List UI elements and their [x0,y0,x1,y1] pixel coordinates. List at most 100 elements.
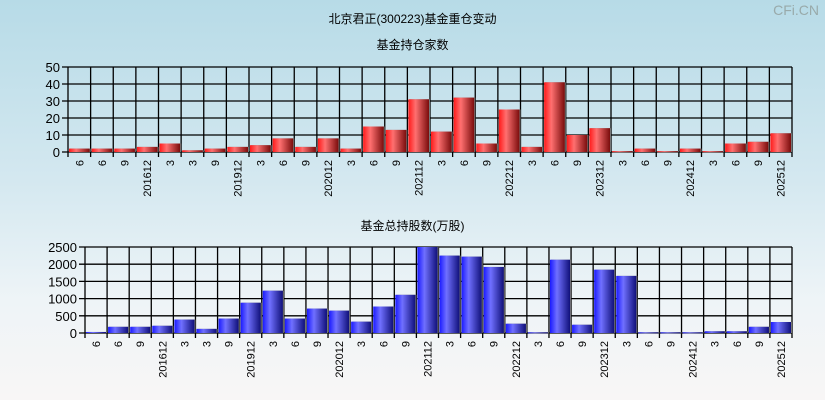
x-tick-label: 201612 [142,160,154,197]
y-tick-label: 2500 [48,240,77,255]
y-tick-label: 40 [46,77,60,92]
x-tick-label: 3 [187,160,199,166]
bar-shares [527,332,548,334]
x-tick-label: 9 [663,160,675,166]
bar-holders [679,148,701,152]
x-tick-label: 202412 [685,160,697,197]
x-tick-label: 9 [391,160,403,166]
bar-shares [726,331,747,333]
x-tick-label: 6 [643,341,655,347]
bar-holders [408,99,429,152]
x-tick-label: 3 [710,341,722,347]
bar-shares [395,294,416,333]
x-tick-label: 201912 [233,160,245,197]
x-tick-label: 9 [210,160,222,166]
bar-shares [770,321,791,333]
bar-holders [431,131,452,152]
x-tick-label: 6 [730,160,742,166]
bar-holders [544,82,565,152]
bar-shares [682,332,703,334]
bar-holders [634,148,656,152]
chart-title-shares: 基金总持股数(万股) [360,219,465,233]
x-tick-label: 9 [120,160,132,166]
x-tick-label: 3 [533,341,545,347]
y-tick-label: 500 [55,309,77,324]
bar-holders [725,143,746,152]
bar-shares [594,269,615,333]
x-tick-label: 9 [312,341,324,347]
x-tick-label: 6 [290,341,302,347]
bar-shares [660,332,681,334]
bar-holders [295,146,316,152]
x-tick-label: 9 [400,341,412,347]
x-tick-label: 3 [268,341,280,347]
x-tick-label: 201912 [246,341,258,378]
bar-shares [86,331,107,333]
bar-holders [227,146,248,152]
x-tick-label: 202312 [595,160,607,197]
x-tick-label: 9 [753,160,765,166]
bar-holders [317,138,339,152]
chart-title-holders: 基金持仓家数 [376,38,449,52]
x-tick-label: 3 [617,160,629,166]
x-tick-label: 202212 [504,160,516,197]
watermark: CFi.CN [773,2,819,18]
x-tick-label: 9 [224,341,236,347]
bar-holders [657,151,678,153]
x-tick-label: 9 [665,341,677,347]
x-tick-label: 3 [527,160,539,166]
bar-holders [589,128,610,152]
bar-holders [566,135,588,152]
x-tick-label: 202112 [414,160,426,196]
y-tick-label: 2000 [48,257,77,272]
bar-holders [476,143,497,152]
x-tick-label: 3 [255,160,267,166]
bar-holders [69,148,90,152]
bar-shares [240,302,261,333]
bar-holders [114,148,135,152]
bar-shares [616,275,637,333]
x-tick-label: 202012 [334,341,346,378]
bar-shares [505,323,526,333]
bar-shares [748,326,769,333]
x-tick-label: 202212 [511,341,523,378]
x-tick-label: 6 [91,341,103,347]
bar-holders [159,143,181,152]
x-tick-label: 6 [732,341,744,347]
bar-shares [461,256,482,333]
bar-holders [747,141,769,152]
y-tick-label: 30 [46,94,60,109]
x-tick-label: 202512 [776,341,788,378]
bar-shares [638,332,659,334]
x-tick-label: 3 [436,160,448,166]
bar-shares [417,247,438,333]
bar-shares [329,310,350,333]
bar-holders [498,109,520,152]
bar-holders [340,148,362,152]
x-tick-label: 3 [621,341,633,347]
x-tick-label: 6 [368,160,380,166]
x-tick-label: 3 [356,341,368,347]
x-tick-label: 6 [97,160,109,166]
x-tick-label: 6 [555,341,567,347]
x-tick-label: 202112 [422,341,434,377]
y-tick-label: 1000 [48,292,77,307]
bar-shares [218,318,239,333]
bar-shares [704,331,725,333]
x-tick-label: 6 [74,160,86,166]
x-tick-label: 3 [179,341,191,347]
page-title: 北京君正(300223)基金重仓变动 [328,12,497,26]
x-tick-label: 9 [754,341,766,347]
bar-shares [262,290,283,333]
y-tick-label: 10 [46,128,60,143]
x-tick-label: 3 [346,160,358,166]
bar-holders [770,133,791,152]
x-tick-label: 3 [708,160,720,166]
bar-holders [521,146,543,152]
x-tick-label: 201612 [157,341,169,378]
x-tick-label: 6 [378,341,390,347]
x-tick-label: 9 [577,341,589,347]
bar-shares [108,326,129,333]
x-tick-label: 6 [278,160,290,166]
